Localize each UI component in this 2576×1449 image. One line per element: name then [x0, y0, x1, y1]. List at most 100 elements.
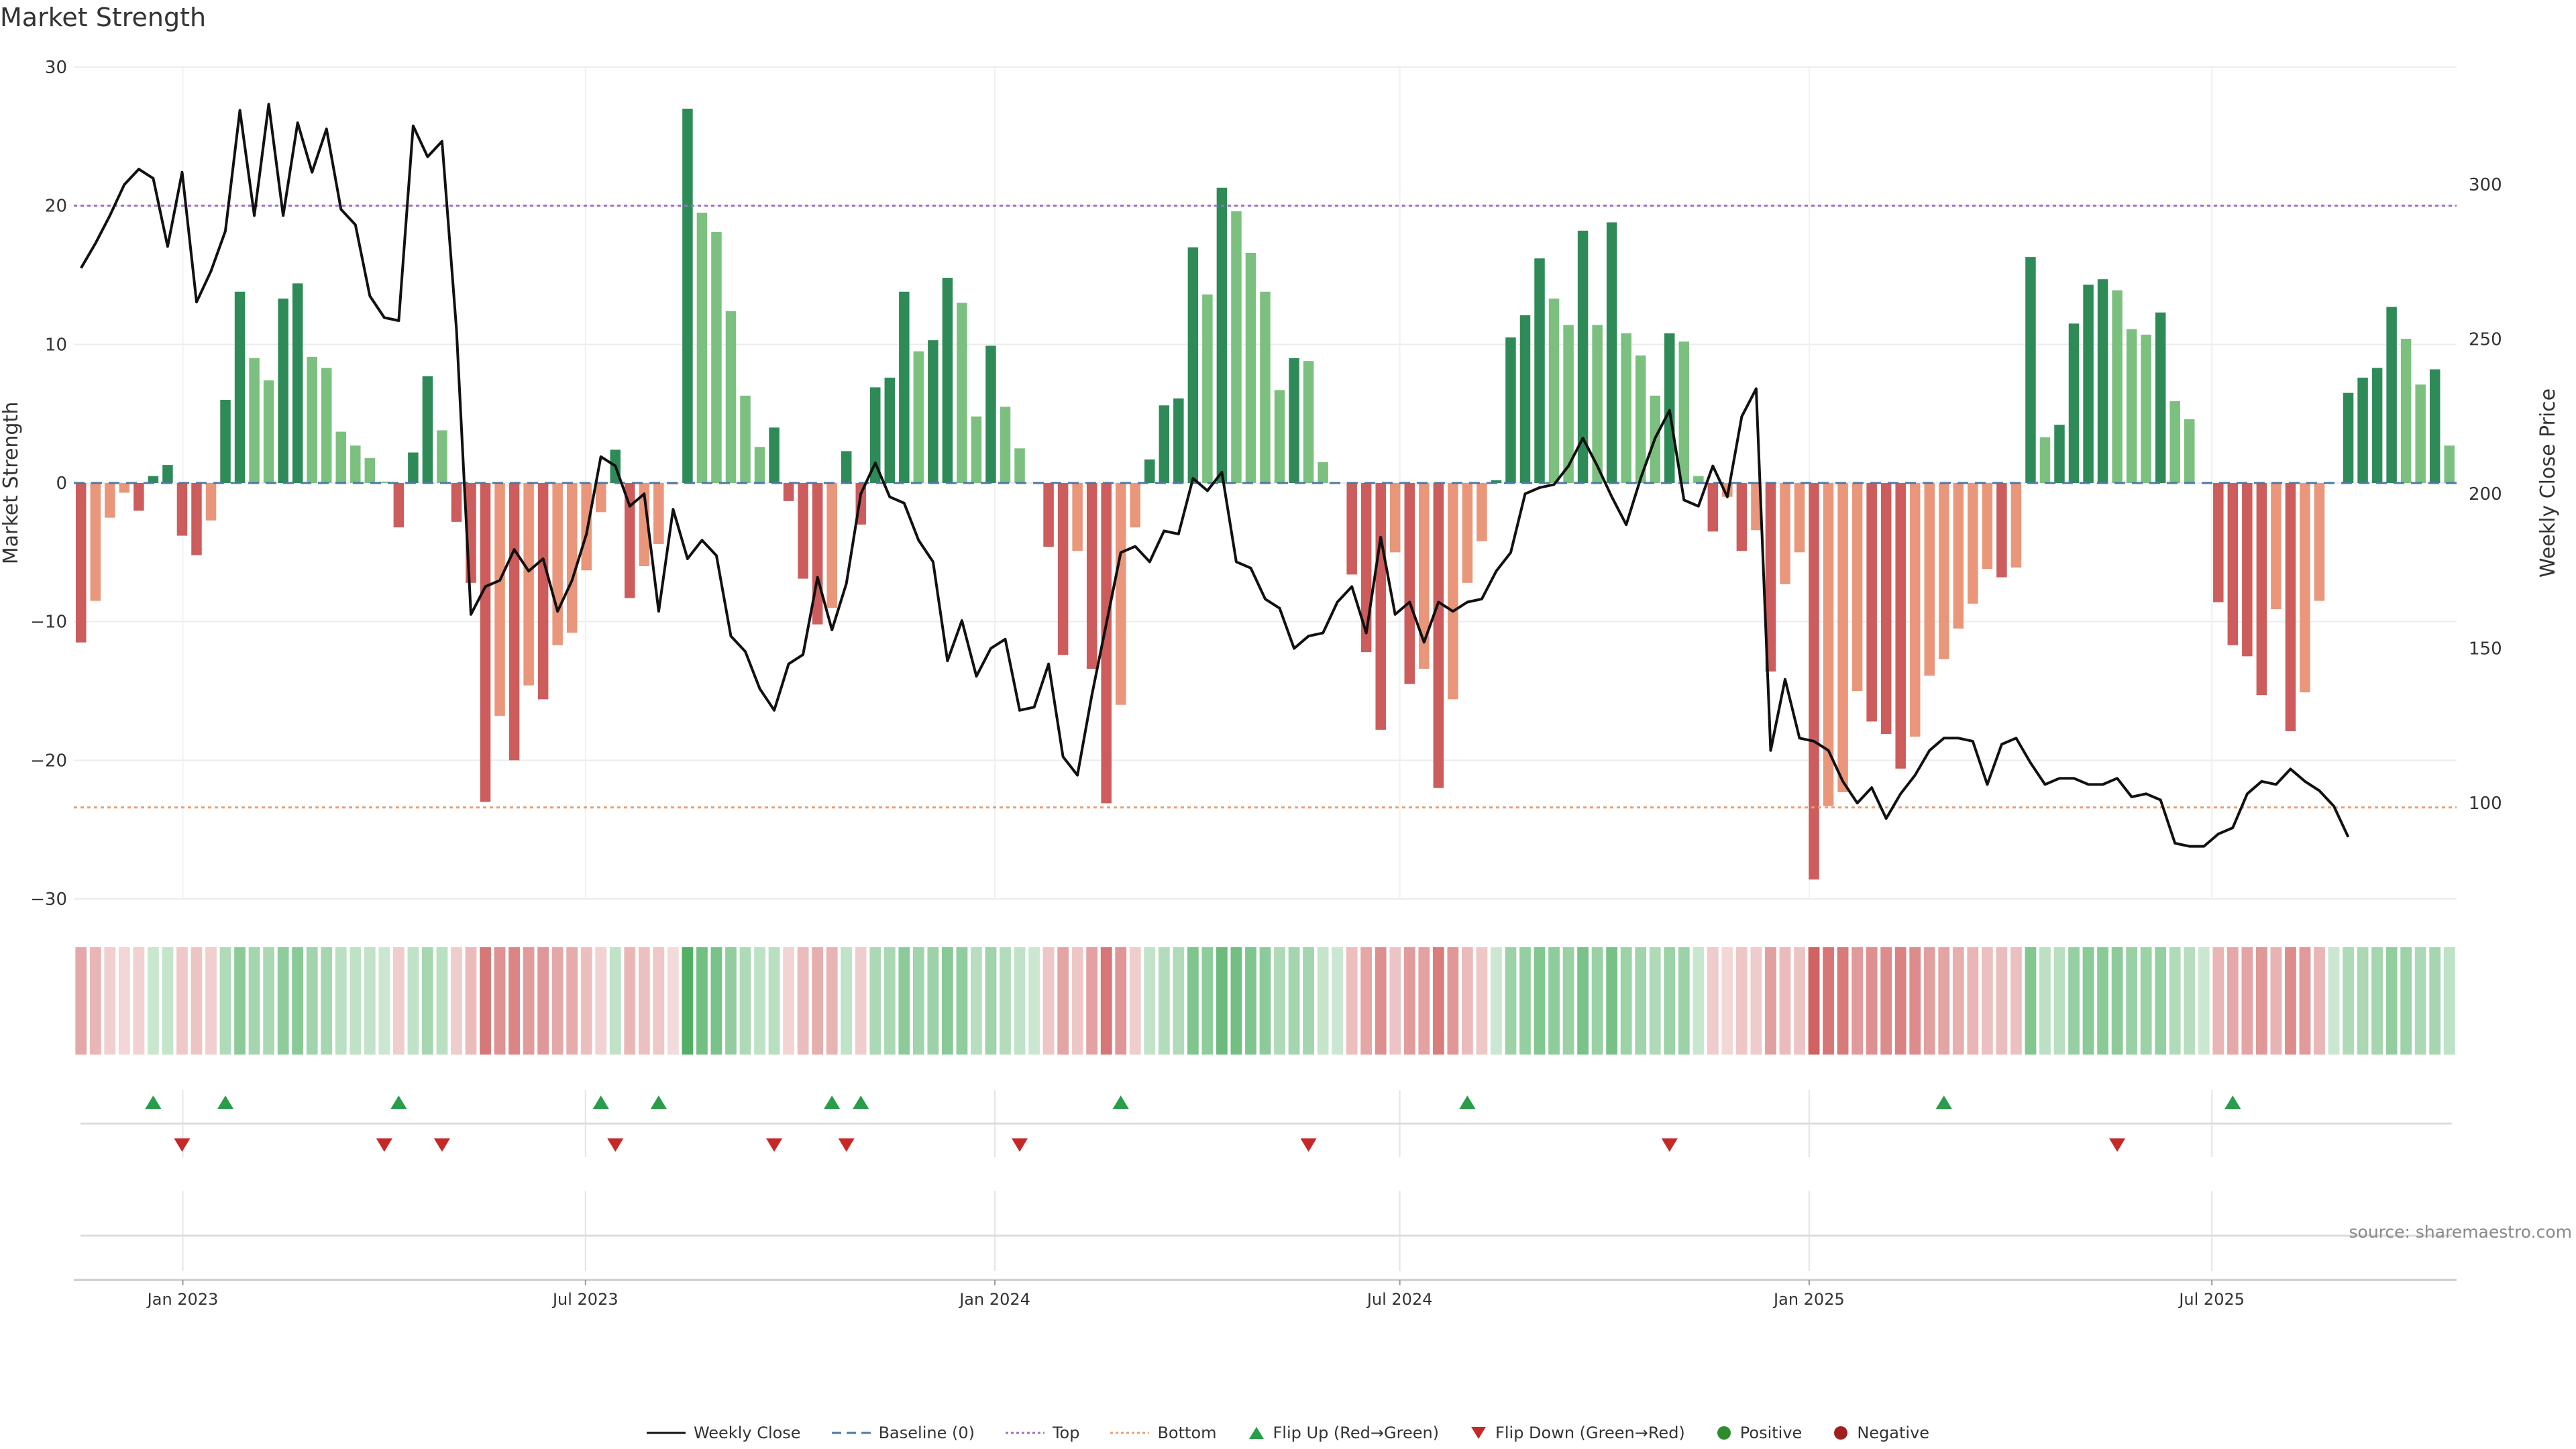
strength-bar [682, 109, 693, 483]
heat-cell [1548, 947, 1560, 1055]
strength-bar [263, 380, 274, 483]
flip-up-marker [2224, 1095, 2241, 1109]
heat-cell [710, 947, 722, 1055]
strength-bar [2155, 312, 2166, 483]
strength-bar [1404, 483, 1415, 684]
heat-cell [1779, 947, 1791, 1055]
legend-weekly-close: Weekly Close [646, 1424, 801, 1442]
strength-bar [176, 483, 188, 536]
strength-bar [653, 483, 664, 544]
strength-bar [639, 483, 650, 566]
heat-cell [2053, 947, 2065, 1055]
strength-bar [537, 483, 549, 700]
heat-cell [566, 947, 578, 1055]
heat-cell [1880, 947, 1892, 1055]
heat-cell [667, 947, 679, 1055]
strength-bar [1707, 483, 1719, 532]
heat-cell [1375, 947, 1387, 1055]
strength-bar [1144, 459, 1155, 483]
strength-bar [292, 283, 303, 483]
heat-cell [1071, 947, 1083, 1055]
flip-up-marker [1112, 1095, 1129, 1109]
strength-bar [2025, 257, 2036, 483]
reference-lines [74, 205, 2457, 809]
heat-cell [783, 947, 794, 1055]
flip-down-marker [838, 1138, 855, 1152]
legend-label: Negative [1857, 1424, 1930, 1442]
strength-bar [2242, 483, 2253, 657]
strength-bar [566, 483, 578, 633]
strength-bar [1274, 390, 1285, 483]
heat-cell [1620, 947, 1632, 1055]
heat-cell [1981, 947, 1993, 1055]
heat-cell [1418, 947, 1430, 1055]
heat-cell [1562, 947, 1574, 1055]
heat-cell [176, 947, 188, 1055]
legend: Weekly Close Baseline (0) Top Bottom Fli… [0, 1424, 2576, 1442]
heat-cell [1606, 947, 1618, 1055]
strength-bar [2343, 392, 2354, 483]
strength-bar [1780, 483, 1790, 584]
bar-layer [76, 109, 2455, 880]
heat-cell [2270, 947, 2282, 1055]
strength-bar [162, 465, 173, 483]
strength-bar [1809, 483, 1819, 880]
strength-bar [769, 427, 780, 483]
heat-cell [725, 947, 737, 1055]
strength-bar [494, 483, 505, 716]
strength-bar [899, 291, 910, 483]
heat-cell [2198, 947, 2210, 1055]
heat-cell [1216, 947, 1228, 1055]
heat-cell [1678, 947, 1690, 1055]
heat-cell [1389, 947, 1401, 1055]
strength-bar [451, 483, 462, 522]
heat-cell [234, 947, 246, 1055]
triangle-down-icon [1471, 1427, 1487, 1439]
heat-cell [869, 947, 881, 1055]
heat-cell [2299, 947, 2311, 1055]
heat-cell [1923, 947, 1935, 1055]
strength-bar [1318, 462, 1328, 483]
strength-bar [2054, 425, 2065, 483]
heat-cell [985, 947, 997, 1055]
strength-bar [711, 231, 722, 483]
heat-cell [1823, 947, 1834, 1055]
flip-up-marker [824, 1095, 841, 1109]
axes: −30 −20 −10 0 10 20 30 100 150 200 250 300 Market St… [0, 58, 2560, 1309]
heat-cell [191, 947, 203, 1055]
strength-bar [740, 395, 751, 483]
heat-cell [1332, 947, 1344, 1055]
heat-cell [1664, 947, 1676, 1055]
strength-bar [1534, 258, 1545, 483]
heat-cell [1808, 947, 1820, 1055]
heat-cell [480, 947, 491, 1055]
heat-cell [1000, 947, 1011, 1055]
strength-bar [1245, 252, 1256, 483]
heat-cell [306, 947, 318, 1055]
strength-bar [1462, 483, 1473, 583]
strength-bar [2184, 419, 2195, 483]
heat-cell [2285, 947, 2296, 1055]
strength-bar [2039, 437, 2051, 483]
flip-markers [145, 1095, 2241, 1152]
strength-bar [595, 483, 606, 513]
legend-positive: Positive [1716, 1424, 1802, 1442]
heat-cell [1158, 947, 1170, 1055]
strength-bar [1260, 291, 1271, 483]
strength-bar [1577, 230, 1589, 483]
strength-bar [2415, 384, 2426, 483]
strength-bar [1939, 483, 1949, 659]
heat-cell [609, 947, 621, 1055]
heat-cell [2414, 947, 2426, 1055]
heat-cell [219, 947, 231, 1055]
triangle-up-icon [1248, 1427, 1264, 1439]
left-tick-label: 30 [45, 58, 67, 78]
strength-bar [2444, 445, 2455, 483]
flip-up-marker [650, 1095, 667, 1109]
heat-cell [1403, 947, 1415, 1055]
heat-cell [1028, 947, 1040, 1055]
heat-cell [1491, 947, 1502, 1055]
strength-bar [350, 445, 361, 483]
strength-bar [1548, 299, 1560, 483]
